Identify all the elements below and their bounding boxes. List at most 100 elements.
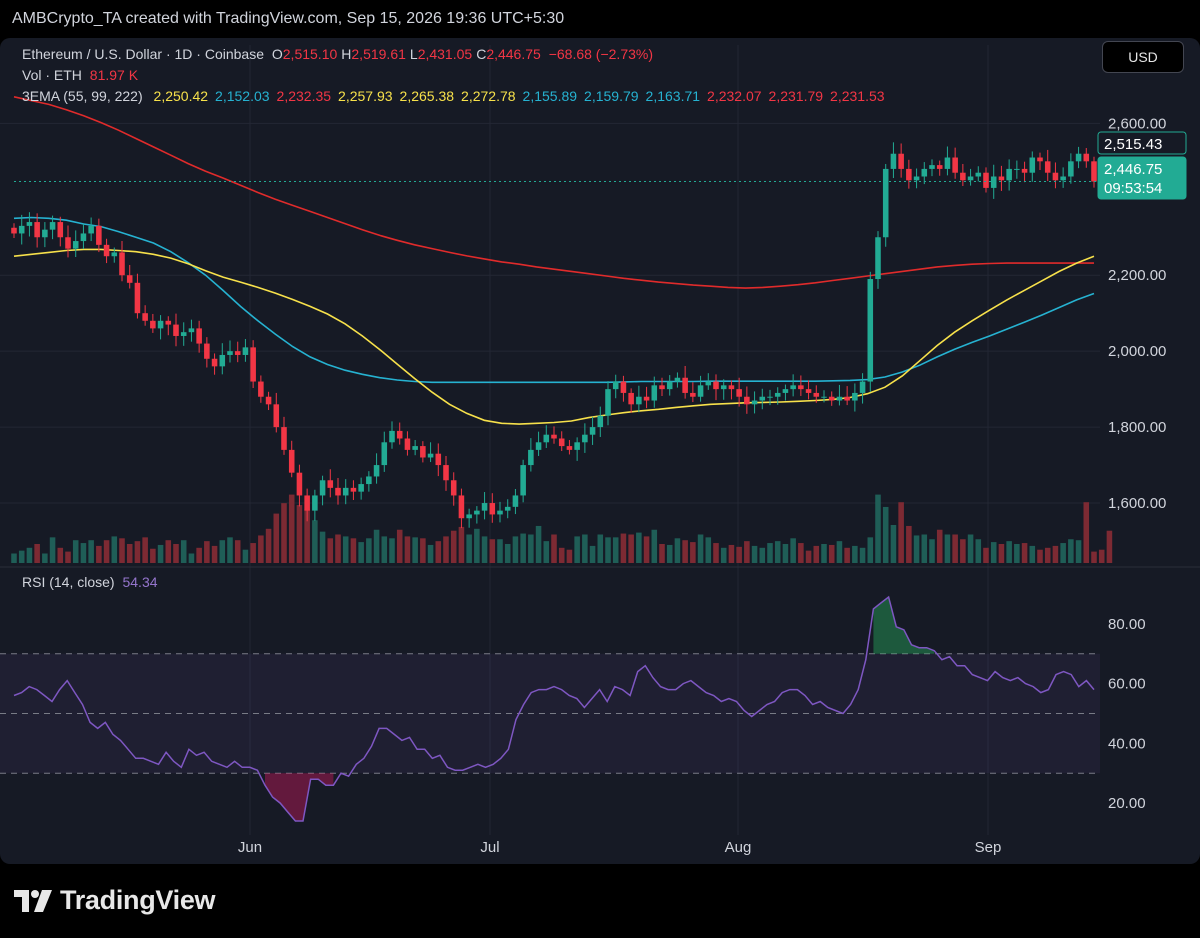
chart-credit: AMBCrypto_TA created with TradingView.co…	[12, 10, 565, 27]
volume-bar	[273, 513, 280, 563]
volume-bar	[88, 540, 94, 563]
candle-body	[875, 237, 881, 280]
volume-bar	[759, 547, 766, 563]
volume-bar	[219, 540, 226, 563]
candle-body	[26, 222, 33, 226]
volume-bar	[798, 543, 804, 563]
candle-body	[373, 465, 380, 477]
volume-bar	[126, 544, 133, 563]
candle-body	[774, 392, 781, 397]
rsi-label[interactable]: RSI (14, close)	[22, 574, 115, 590]
currency-button[interactable]: USD	[1102, 41, 1184, 73]
ema-value: 2,232.07	[707, 88, 762, 104]
candle-body	[759, 396, 766, 401]
rsi-oversold-fill	[264, 773, 334, 821]
chart-panel[interactable]	[0, 38, 1200, 864]
volume-bar	[666, 544, 673, 563]
ema-value: 2,265.38	[399, 88, 455, 104]
volume-bar	[65, 551, 71, 563]
candle-body	[1091, 161, 1097, 182]
candle-body	[821, 396, 827, 398]
candle-body	[443, 465, 449, 481]
volume-bar	[49, 537, 56, 563]
candle-body	[767, 396, 773, 398]
candle-body	[350, 487, 357, 492]
volume-bar	[975, 539, 982, 563]
candle-body	[458, 495, 465, 519]
volume-bar	[960, 539, 966, 563]
volume-label[interactable]: Vol · ETH	[22, 67, 82, 83]
volume-bar	[882, 506, 889, 563]
candle-body	[983, 172, 989, 188]
volume-bar	[396, 529, 403, 563]
candle-body	[219, 354, 226, 367]
volume-bar	[767, 543, 773, 563]
rsi-tick-label: 40.00	[1108, 735, 1146, 752]
price-tick-label: 2,600.00	[1108, 115, 1166, 132]
volume-bar	[720, 547, 727, 563]
ema-value: 2,231.53	[830, 88, 885, 104]
candle-body	[265, 396, 272, 405]
volume-bar	[319, 531, 326, 563]
volume-bar	[1006, 541, 1012, 563]
candle-body	[566, 446, 573, 450]
ohlc-value: 2,431.05	[417, 46, 473, 62]
x-tick-label: Jul	[480, 839, 499, 856]
volume-bar	[543, 541, 550, 563]
candle-body	[612, 381, 619, 390]
volume-bar	[944, 534, 951, 563]
volume-bar	[859, 547, 866, 563]
symbol-label[interactable]: Ethereum / U.S. Dollar · 1D · Coinbase	[22, 46, 264, 62]
candle-body	[157, 320, 164, 329]
candle-body	[574, 442, 580, 450]
ema-55-line	[13, 248, 1095, 425]
volume-bar	[983, 547, 989, 563]
volume-bar	[42, 553, 48, 563]
volume-bar	[551, 534, 557, 563]
rsi-overbought-fill	[873, 597, 935, 654]
candle-body	[1021, 168, 1028, 173]
volume-bar	[682, 540, 688, 563]
volume-bar	[80, 543, 87, 563]
volume-bar	[589, 545, 596, 563]
x-tick-label: Aug	[725, 839, 752, 856]
candle-body	[111, 252, 118, 257]
volume-bar	[427, 544, 434, 563]
candle-body	[960, 172, 966, 181]
volume-bar	[435, 541, 442, 563]
volume-bar	[1106, 530, 1113, 563]
candle-body	[180, 332, 187, 336]
candle-body	[720, 385, 727, 390]
candle-body	[242, 347, 249, 355]
volume-bar	[204, 541, 210, 563]
candle-body	[906, 168, 912, 181]
candle-body	[705, 381, 712, 386]
candle-body	[196, 328, 202, 344]
volume-bar	[967, 534, 974, 563]
rsi-tick-label: 20.00	[1108, 795, 1146, 812]
candle-body	[342, 487, 349, 496]
candle-body	[389, 430, 395, 443]
candle-body	[304, 495, 310, 511]
candle-body	[450, 480, 457, 496]
candle-body	[867, 279, 874, 382]
candle-body	[312, 495, 318, 511]
tradingview-logo[interactable]: TradingView	[14, 885, 216, 916]
rsi-pane	[0, 595, 1100, 822]
volume-bar	[34, 544, 40, 563]
last-price-tag-text: 2,446.75	[1104, 161, 1162, 178]
candle-body	[165, 320, 172, 325]
volume-bar	[72, 540, 79, 563]
candle-body	[597, 415, 604, 428]
price-chart[interactable]: Jun Jul Aug Sep 1,600.00 1,800.00 2,000.00 2,20…	[0, 0, 1200, 870]
volume-bar	[11, 553, 17, 563]
volume-bar	[250, 543, 256, 563]
volume-bar	[805, 550, 812, 563]
volume-bar	[751, 545, 758, 563]
ema-label[interactable]: 3EMA (55, 99, 222)	[22, 88, 143, 104]
volume-bar	[466, 534, 472, 563]
candle-body	[126, 275, 133, 283]
candle-body	[34, 222, 40, 238]
candle-body	[882, 168, 889, 238]
volume-bar	[520, 533, 526, 563]
